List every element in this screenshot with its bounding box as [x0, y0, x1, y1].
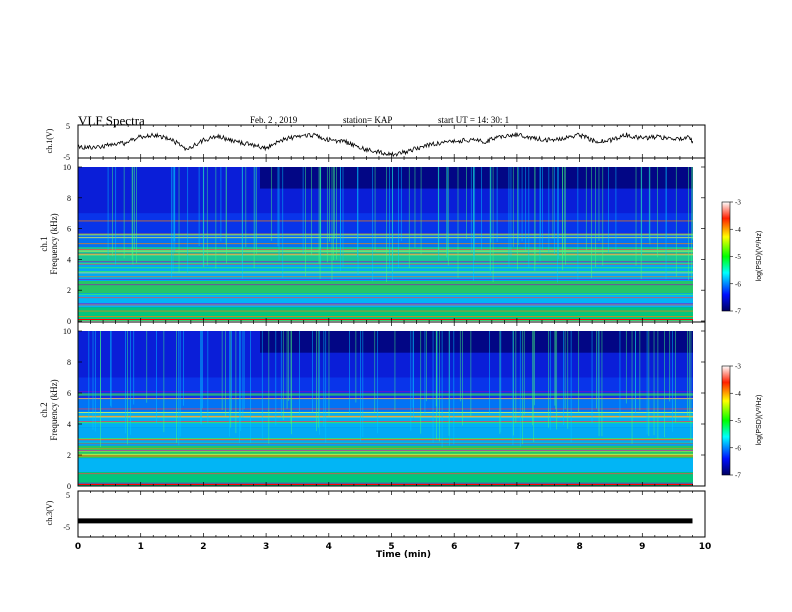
ch1-spectrogram-image — [78, 167, 693, 321]
spectrogram-high-band — [260, 167, 693, 189]
y-tick-label: 6 — [67, 389, 71, 398]
x-tick-label: 6 — [451, 542, 457, 552]
x-tick-label: 9 — [639, 542, 645, 552]
ch1-waveform-line — [77, 131, 693, 158]
spectrogram-band — [78, 377, 693, 400]
y-tick-label: 8 — [67, 194, 71, 203]
spectrogram-band — [78, 427, 693, 446]
x-tick-label: 2 — [200, 542, 206, 552]
spectrogram-band — [78, 411, 693, 428]
x-tick-label: 5 — [388, 542, 394, 552]
colorbar-tick-label: -4 — [735, 390, 741, 398]
colorbar-tick-label: -5 — [735, 417, 741, 425]
figure-title: VLF Spectra — [78, 113, 145, 128]
ch1-ytick-bottom: -5 — [63, 153, 70, 162]
ch1-ytick-top: 5 — [66, 122, 70, 131]
ch2-spectrogram-image — [77, 331, 693, 486]
ch1-spectrogram-ylabel-frequency: Frequency (kHz) — [49, 213, 59, 274]
colorbar-tick-label: -7 — [735, 308, 741, 316]
x-tick-label: 3 — [263, 542, 269, 552]
spectrogram-band — [78, 213, 693, 235]
ch1-colorbar-label: log(PSD)(V²/Hz) — [756, 231, 763, 282]
ch1-waveform-ylabel: ch.1(V) — [45, 128, 54, 153]
ch3-waveform-panel: 5 -5 ch.3(V) — [45, 490, 706, 538]
colorbar-tick-label: -6 — [735, 280, 741, 288]
x-tick-label: 10 — [699, 542, 712, 552]
y-tick-label: 8 — [67, 358, 71, 367]
spectrogram-band — [78, 234, 693, 248]
y-tick-label: 4 — [67, 255, 71, 264]
header-date: Feb. 2 , 2019 — [250, 115, 298, 125]
y-tick-label: 2 — [67, 451, 71, 460]
spectrogram-band — [78, 472, 693, 486]
y-tick-label: 6 — [67, 225, 71, 234]
spectrogram-band — [78, 307, 693, 321]
ch3-waveform-frame — [77, 490, 706, 538]
ch2-colorbar-label: log(PSD)(V²/Hz) — [756, 395, 763, 446]
ch2-spectrogram-ylabel-frequency: Frequency (kHz) — [49, 379, 59, 440]
y-tick-label: 0 — [67, 482, 71, 491]
colorbar-tick-label: -3 — [735, 363, 741, 371]
header-station: station= KAP — [343, 115, 393, 125]
ch1-colorbar — [721, 201, 731, 312]
colorbar-tick-label: -6 — [735, 444, 741, 452]
ch2-colorbar — [721, 365, 731, 476]
spectrogram-high-band — [260, 331, 693, 353]
spectrogram-band — [78, 458, 693, 473]
y-tick-label: 2 — [67, 286, 71, 295]
x-tick-label: 8 — [576, 542, 582, 552]
ch3-waveform-ylabel: ch.3(V) — [45, 500, 54, 525]
y-tick-label: 4 — [67, 420, 71, 429]
ch3-waveform-x-ticks — [77, 491, 706, 537]
ch3-ytick-top: 5 — [66, 491, 70, 500]
colorbar-tick-label: -4 — [735, 226, 741, 234]
ch1-spectrogram-ylabel-channel: ch.1 — [39, 236, 49, 251]
ch3-ytick-bottom: -5 — [63, 523, 70, 532]
x-tick-label: 0 — [75, 542, 81, 552]
spectrogram-band — [78, 399, 693, 412]
colorbar-tick-label: -5 — [735, 253, 741, 261]
x-tick-label: 1 — [138, 542, 144, 552]
ch2-colorbar-ticks: -3 -4 -5 -6 -7 — [730, 363, 741, 480]
y-tick-label: 0 — [67, 317, 71, 326]
y-tick-label: 10 — [63, 163, 71, 172]
ch2-spectrogram-ylabel-channel: ch.2 — [39, 402, 49, 417]
x-axis-label: Time (min) — [376, 550, 431, 560]
spectrogram-band — [78, 280, 693, 294]
colorbar-tick-label: -7 — [735, 472, 741, 480]
ch2-spectrogram-x-ticks — [77, 322, 706, 486]
ch2-spectrogram-y-ticks: 0 2 4 6 8 10 — [63, 327, 705, 491]
ch1-spectrogram-y-ticks: 0 2 4 6 8 10 — [63, 163, 705, 326]
header-start-ut: start UT = 14: 30: 1 — [438, 115, 510, 125]
colorbar-tick-label: -3 — [735, 199, 741, 207]
x-axis-tick-labels: 0 1 2 3 4 5 6 7 8 9 10 — [75, 542, 711, 552]
y-tick-label: 10 — [63, 327, 71, 336]
x-tick-label: 4 — [326, 542, 332, 552]
x-tick-label: 7 — [514, 542, 520, 552]
ch1-colorbar-ticks: -3 -4 -5 -6 -7 — [730, 199, 741, 316]
